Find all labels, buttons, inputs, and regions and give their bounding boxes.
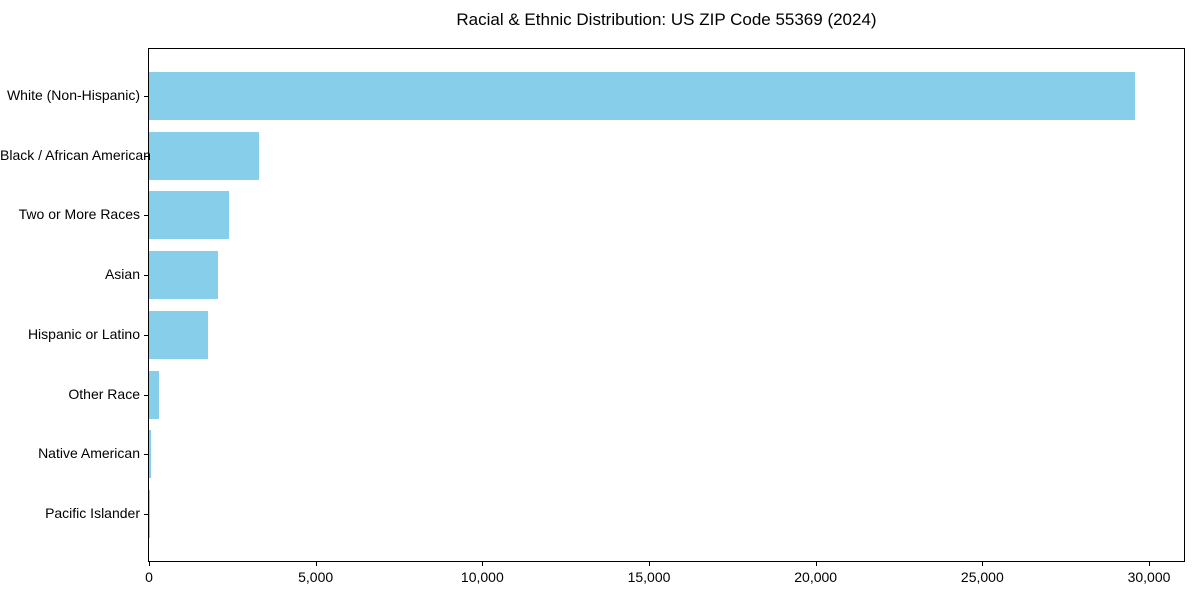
y-tick-mark bbox=[144, 334, 148, 336]
x-tick-label-0: 0 bbox=[145, 569, 153, 585]
x-tick-mark bbox=[815, 562, 817, 566]
bar-hispanic-or-latino bbox=[149, 310, 208, 359]
x-tick-label-5000: 5,000 bbox=[298, 569, 334, 585]
bar-two-or-more-races bbox=[149, 191, 229, 240]
bar-native-american bbox=[149, 430, 151, 479]
y-tick-mark bbox=[144, 215, 148, 217]
y-tick-mark bbox=[144, 275, 148, 277]
y-tick-label-black-african-american: Black / African American bbox=[0, 146, 151, 163]
x-tick-mark bbox=[982, 562, 984, 566]
chart-title: Racial & Ethnic Distribution: US ZIP Cod… bbox=[456, 10, 877, 29]
y-tick-mark bbox=[144, 96, 148, 98]
bar-asian bbox=[149, 251, 219, 300]
y-tick-label-native-american: Native American bbox=[38, 445, 140, 462]
x-tick-mark bbox=[482, 562, 484, 566]
y-tick-mark bbox=[144, 155, 148, 157]
x-tick-mark bbox=[1149, 562, 1150, 566]
y-tick-label-asian: Asian bbox=[104, 266, 140, 283]
x-tick-label-20000: 20,000 bbox=[794, 569, 838, 585]
x-tick-label-10000: 10,000 bbox=[460, 569, 504, 585]
x-tick-mark bbox=[649, 562, 650, 566]
y-tick-mark bbox=[144, 513, 148, 515]
bar-other-race bbox=[149, 370, 160, 419]
y-tick-label-other-race: Other Race bbox=[68, 385, 140, 402]
bar-black-african-american bbox=[149, 131, 259, 180]
y-tick-label-hispanic-or-latino: Hispanic or Latino bbox=[27, 325, 140, 342]
x-tick-mark bbox=[315, 562, 317, 566]
x-tick-label-25000: 25,000 bbox=[960, 569, 1004, 585]
y-tick-label-white-non-hispanic: White (Non-Hispanic) bbox=[6, 87, 140, 104]
plot-area bbox=[148, 48, 1185, 562]
y-tick-label-two-or-more-races: Two or More Races bbox=[18, 206, 140, 223]
x-tick-label-30000: 30,000 bbox=[1127, 569, 1171, 585]
x-tick-mark bbox=[149, 562, 150, 566]
y-tick-label-pacific-islander: Pacific Islander bbox=[45, 504, 140, 521]
y-tick-mark bbox=[144, 454, 148, 456]
x-tick-label-15000: 15,000 bbox=[627, 569, 671, 585]
y-tick-mark bbox=[144, 394, 148, 396]
bar-white-non-hispanic bbox=[149, 72, 1135, 121]
